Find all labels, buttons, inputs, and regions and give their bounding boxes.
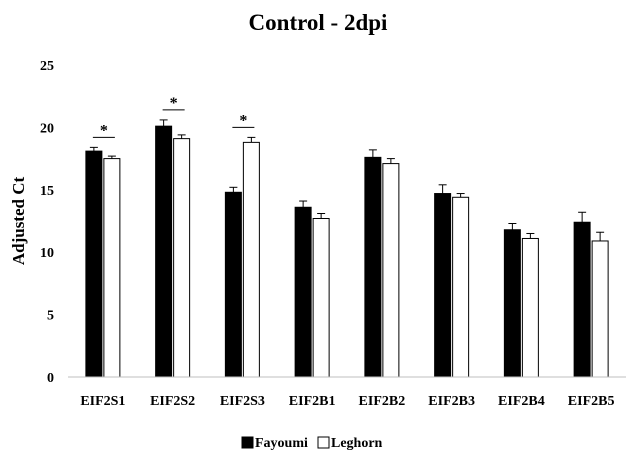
bar-leghorn-eif2s1 <box>103 158 121 378</box>
y-tick-label: 25 <box>40 59 54 74</box>
x-axis-tick-labels: EIF2S1 EIF2S2 EIF2S3 EIF2B1 EIF2B2 EIF2B3 EIF2… <box>80 394 614 409</box>
chart-title: Control - 2dpi <box>249 10 388 35</box>
bar-fayoumi-eif2b2 <box>364 156 382 378</box>
legend-label-leghorn: Leghorn <box>331 436 383 451</box>
bar-fayoumi-eif2s1 <box>85 150 103 378</box>
y-axis-label: Adjusted Ct <box>9 177 28 266</box>
significance-annotations: * * * <box>92 95 255 139</box>
legend-swatch-fayoumi <box>241 436 254 449</box>
significance-star-eif2s3: * <box>239 112 247 129</box>
y-tick-label: 0 <box>47 371 54 386</box>
bar-fayoumi-eif2b4 <box>503 229 521 378</box>
bar-fayoumi-eif2b1 <box>294 206 312 378</box>
x-tick-label-eif2s1: EIF2S1 <box>80 394 125 409</box>
bar-leghorn-eif2b4 <box>521 237 539 378</box>
error-bars <box>89 119 605 241</box>
y-axis-ticks: 0 5 10 15 20 25 <box>40 59 54 386</box>
bar-fayoumi-eif2s2 <box>155 125 173 378</box>
bar-leghorn-eif2s2 <box>173 138 191 378</box>
bar-fayoumi-eif2b3 <box>434 193 452 378</box>
x-tick-label-eif2b3: EIF2B3 <box>428 394 475 409</box>
y-tick-label: 10 <box>40 246 54 261</box>
x-tick-label-eif2b1: EIF2B1 <box>289 394 336 409</box>
bar-leghorn-eif2s3 <box>242 141 260 378</box>
significance-star-eif2s1: * <box>100 122 108 139</box>
legend-label-fayoumi: Fayoumi <box>255 436 308 451</box>
bar-leghorn-eif2b3 <box>452 196 470 378</box>
x-tick-label-eif2s2: EIF2S2 <box>150 394 195 409</box>
x-tick-label-eif2b2: EIF2B2 <box>359 394 406 409</box>
bars <box>85 125 609 378</box>
bar-leghorn-eif2b5 <box>591 240 609 378</box>
x-tick-label-eif2b4: EIF2B4 <box>498 394 545 409</box>
x-tick-label-eif2s3: EIF2S3 <box>220 394 265 409</box>
y-tick-label: 5 <box>47 309 54 324</box>
bar-fayoumi-eif2b5 <box>573 221 591 378</box>
legend-swatch-leghorn <box>317 436 330 449</box>
legend: Fayoumi Leghorn <box>241 436 383 451</box>
x-tick-label-eif2b5: EIF2B5 <box>568 394 615 409</box>
bar-leghorn-eif2b1 <box>312 218 330 378</box>
bar-fayoumi-eif2s3 <box>224 191 242 378</box>
significance-star-eif2s2: * <box>170 95 178 112</box>
bar-leghorn-eif2b2 <box>382 163 400 378</box>
y-tick-label: 20 <box>40 121 54 136</box>
y-tick-label: 15 <box>40 184 54 199</box>
